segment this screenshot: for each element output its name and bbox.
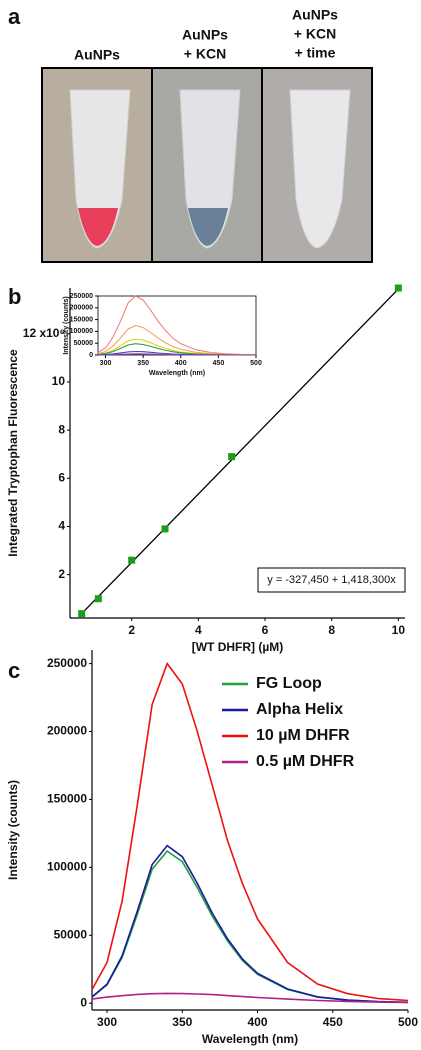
y-tick-label: 0: [89, 352, 93, 359]
y-tick-label: 6: [58, 470, 65, 484]
series-line: [97, 353, 256, 356]
legend-label: Alpha Helix: [256, 701, 343, 718]
x-tick-label: 300: [100, 360, 112, 367]
legend-label: FG Loop: [256, 675, 322, 692]
x-tick-label: 300: [97, 1015, 117, 1029]
equation: y = -327,450 + 1,418,300x: [267, 574, 396, 586]
x-tick-label: 400: [248, 1015, 268, 1029]
solution: [78, 208, 118, 246]
y-tick-label: 150000: [47, 792, 87, 806]
panel-label: c: [8, 658, 20, 683]
x-axis-title: Wavelength (nm): [149, 370, 205, 377]
series-line: [91, 850, 409, 1004]
y-tick-label: 50000: [74, 340, 94, 347]
caption: AuNPs: [182, 27, 228, 43]
series-line: [91, 844, 409, 1004]
caption: + KCN: [294, 26, 336, 42]
x-tick-label: 350: [172, 1015, 192, 1029]
y-tick-label: 250000: [70, 293, 93, 300]
x-tick-label: 450: [323, 1015, 343, 1029]
x-axis-title: Wavelength (nm): [202, 1032, 298, 1046]
point: [394, 284, 402, 292]
y-tick-label: 12 x10⁶: [23, 326, 65, 340]
panel-label: a: [8, 4, 21, 29]
y-tick-label: 0: [80, 995, 87, 1009]
y-tick-label: 150000: [70, 316, 93, 323]
x-tick-label: 450: [213, 360, 225, 367]
x-tick-label: 6: [262, 623, 269, 637]
point: [94, 595, 102, 603]
plot-frame: [97, 295, 257, 356]
equation-box: [257, 567, 406, 593]
x-axis-title: [WT DHFR] (µM): [192, 640, 284, 654]
y-axis-title: Intensity (counts): [63, 296, 70, 354]
x-tick-label: 10: [392, 623, 406, 637]
point: [128, 556, 136, 564]
y-tick-label: 200000: [47, 724, 87, 738]
caption: AuNPs: [74, 47, 120, 63]
y-tick-label: 50000: [54, 927, 88, 941]
x-tick-label: 4: [195, 623, 202, 637]
caption: + KCN: [184, 46, 226, 62]
legend-label: 10 µM DHFR: [256, 727, 350, 744]
photos: [41, 67, 373, 263]
point: [161, 525, 169, 533]
x-tick-label: 400: [175, 360, 187, 367]
panel-label: b: [8, 284, 21, 309]
solution: [188, 208, 228, 246]
series-line: [91, 992, 409, 1004]
x-tick-label: 350: [137, 360, 149, 367]
y-tick-label: 10: [52, 374, 66, 388]
y-tick-label: 250000: [47, 656, 87, 670]
y-axis-title: Intensity (counts): [6, 780, 20, 880]
point: [228, 453, 236, 461]
y-tick-label: 100000: [70, 328, 93, 335]
y-tick-label: 100000: [47, 860, 87, 874]
x-tick-label: 500: [398, 1015, 418, 1029]
x-tick-label: 500: [250, 360, 262, 367]
series-line: [97, 295, 257, 356]
caption: AuNPs: [292, 7, 338, 23]
y-tick-label: 4: [58, 519, 65, 533]
series-line: [91, 661, 409, 1002]
tube: [289, 89, 351, 249]
legend-label: 0.5 µM DHFR: [256, 753, 355, 770]
x-tick-label: 8: [328, 623, 335, 637]
caption: + time: [295, 45, 336, 61]
x-tick-label: 2: [128, 623, 135, 637]
y-tick-label: 8: [58, 422, 65, 436]
y-tick-label: 200000: [70, 305, 93, 312]
y-axis-title: Integrated Tryptophan Fluorescence: [6, 349, 20, 557]
y-tick-label: 2: [58, 567, 65, 581]
point: [78, 610, 86, 618]
